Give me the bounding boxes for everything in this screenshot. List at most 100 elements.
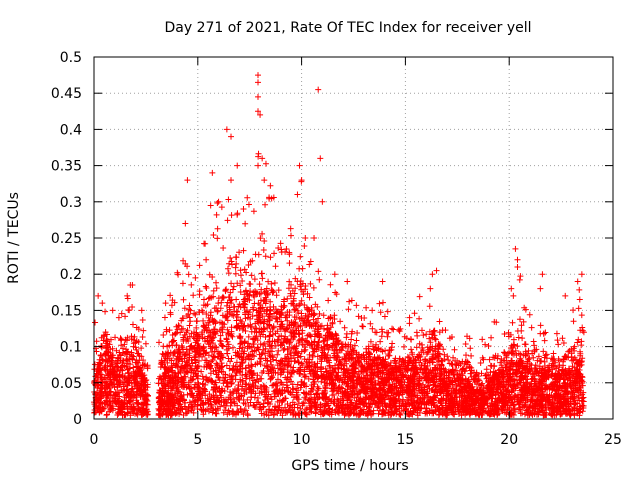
data-point: [414, 332, 421, 339]
data-point: [292, 319, 299, 326]
data-point: [432, 336, 439, 343]
data-point: [504, 406, 511, 413]
data-point: [396, 391, 403, 398]
data-point: [295, 339, 302, 346]
data-point: [274, 309, 281, 316]
data-point: [224, 299, 231, 306]
data-point: [187, 343, 194, 350]
data-point: [269, 331, 276, 338]
data-point: [251, 347, 258, 354]
data-point: [127, 403, 134, 410]
data-point: [390, 326, 397, 333]
data-point: [269, 382, 276, 389]
data-point: [96, 404, 103, 411]
data-point: [254, 344, 261, 351]
data-point: [291, 306, 298, 313]
data-point: [408, 346, 415, 353]
data-point: [225, 196, 232, 203]
data-point: [579, 327, 586, 334]
data-point: [99, 391, 106, 398]
data-point: [295, 359, 302, 366]
data-point: [405, 394, 412, 401]
data-point: [129, 321, 136, 328]
data-point: [160, 343, 167, 350]
data-point: [353, 302, 360, 309]
data-point: [269, 289, 276, 296]
data-point: [225, 407, 232, 414]
data-point: [363, 400, 370, 407]
data-point: [260, 382, 267, 389]
data-point: [251, 353, 258, 360]
data-point: [509, 344, 516, 351]
data-point: [176, 323, 183, 330]
data-point: [174, 269, 181, 276]
data-point: [450, 401, 457, 408]
data-point: [228, 399, 235, 406]
data-point: [431, 327, 438, 334]
data-point: [325, 297, 332, 304]
data-point: [291, 401, 298, 408]
data-point: [139, 316, 146, 323]
data-point: [292, 285, 299, 292]
data-point: [261, 237, 268, 244]
data-point: [242, 407, 249, 414]
data-point: [284, 351, 291, 358]
data-point: [233, 409, 240, 416]
data-point: [129, 304, 136, 311]
data-point: [463, 352, 470, 359]
data-point: [571, 381, 578, 388]
data-point: [521, 381, 528, 388]
data-point: [478, 370, 485, 377]
data-point: [373, 356, 380, 363]
data-point: [350, 384, 357, 391]
data-point: [491, 388, 498, 395]
data-point: [580, 329, 587, 336]
data-point: [163, 406, 170, 413]
data-point: [268, 280, 275, 287]
data-point: [265, 368, 272, 375]
data-point: [489, 392, 496, 399]
data-point: [121, 387, 128, 394]
data-point: [134, 400, 141, 407]
data-point: [128, 372, 135, 379]
data-point: [276, 365, 283, 372]
data-point: [483, 375, 490, 382]
data-point: [290, 352, 297, 359]
data-point: [482, 341, 489, 348]
data-point: [400, 343, 407, 350]
data-point: [267, 182, 274, 189]
data-point: [139, 401, 146, 408]
data-point: [299, 341, 306, 348]
data-point: [94, 407, 101, 414]
data-point: [576, 383, 583, 390]
data-point: [367, 320, 374, 327]
data-point: [339, 385, 346, 392]
data-point: [105, 382, 112, 389]
data-point: [338, 405, 345, 412]
data-point: [416, 365, 423, 372]
data-point: [195, 363, 202, 370]
data-point: [365, 395, 372, 402]
data-point: [537, 322, 544, 329]
data-point: [278, 398, 285, 405]
data-point: [312, 409, 319, 416]
data-point: [313, 346, 320, 353]
data-point: [337, 318, 344, 325]
data-point: [373, 329, 380, 336]
data-point: [232, 264, 239, 271]
data-point: [287, 364, 294, 371]
data-point: [209, 357, 216, 364]
data-point: [106, 374, 113, 381]
data-point: [267, 254, 274, 261]
data-point: [367, 338, 374, 345]
data-point: [301, 347, 308, 354]
data-point: [112, 334, 119, 341]
data-point: [93, 389, 100, 396]
data-point: [550, 350, 557, 357]
data-point: [416, 375, 423, 382]
data-point: [393, 406, 400, 413]
data-point: [227, 255, 234, 262]
data-point: [128, 333, 135, 340]
data-point: [348, 336, 355, 343]
data-point: [255, 320, 262, 327]
